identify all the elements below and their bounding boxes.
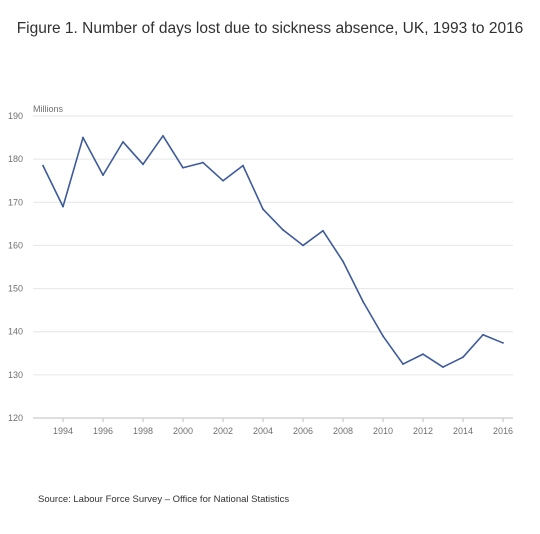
- data-point: [62, 205, 64, 208]
- data-point: [102, 174, 104, 177]
- data-point: [222, 179, 224, 182]
- x-tick-label: 2016: [493, 426, 513, 436]
- y-axis-ticks: 120 130 140 150 160 170 180 190: [8, 111, 23, 423]
- series-line: [42, 135, 504, 368]
- x-tick-label: 2002: [213, 426, 233, 436]
- data-point: [202, 161, 204, 164]
- x-tick-label: 2004: [253, 426, 273, 436]
- data-point: [382, 335, 384, 337]
- data-point: [322, 229, 324, 232]
- data-point: [402, 363, 404, 365]
- y-tick-label: 120: [8, 413, 23, 423]
- x-tick-label: 2012: [413, 426, 433, 436]
- x-tick-label: 1996: [93, 426, 113, 436]
- data-point: [242, 164, 244, 167]
- x-tick-label: 2000: [173, 426, 193, 436]
- data-point: [462, 356, 464, 359]
- x-tick-label: 2006: [293, 426, 313, 436]
- x-tick-label: 2010: [373, 426, 393, 436]
- data-point: [162, 134, 164, 137]
- source-note: Source: Labour Force Survey – Office for…: [38, 494, 290, 505]
- chart-title: Figure 1. Number of days lost due to sic…: [16, 20, 524, 37]
- data-point: [482, 333, 484, 336]
- y-tick-label: 140: [8, 327, 23, 337]
- data-point: [42, 164, 44, 167]
- x-tick-label: 2014: [453, 426, 473, 436]
- gridlines: [33, 115, 513, 419]
- data-point: [182, 166, 184, 169]
- data-point: [262, 208, 264, 211]
- y-tick-label: 130: [8, 370, 23, 380]
- y-tick-label: 160: [8, 240, 23, 250]
- y-tick-label: 150: [8, 284, 23, 294]
- x-axis-ticks: 1994 1996 1998 2000 2002 2004 2006 2008 2010 2012…: [53, 418, 513, 436]
- y-tick-label: 190: [8, 111, 23, 121]
- x-tick-label: 1998: [133, 426, 153, 436]
- series-group: [42, 134, 504, 368]
- y-axis-unit-label: Millions: [33, 104, 64, 114]
- data-point: [362, 300, 364, 303]
- data-point: [502, 342, 504, 344]
- x-tick-label: 2008: [333, 426, 353, 436]
- y-tick-label: 180: [8, 154, 23, 164]
- data-point: [302, 244, 304, 247]
- x-tick-label: 1994: [53, 426, 73, 436]
- data-point: [82, 136, 84, 139]
- data-point: [282, 228, 284, 231]
- y-tick-label: 170: [8, 197, 23, 207]
- data-point: [142, 163, 144, 166]
- data-point: [442, 366, 444, 368]
- data-point: [342, 260, 344, 263]
- data-point: [122, 140, 124, 143]
- data-point: [422, 353, 424, 356]
